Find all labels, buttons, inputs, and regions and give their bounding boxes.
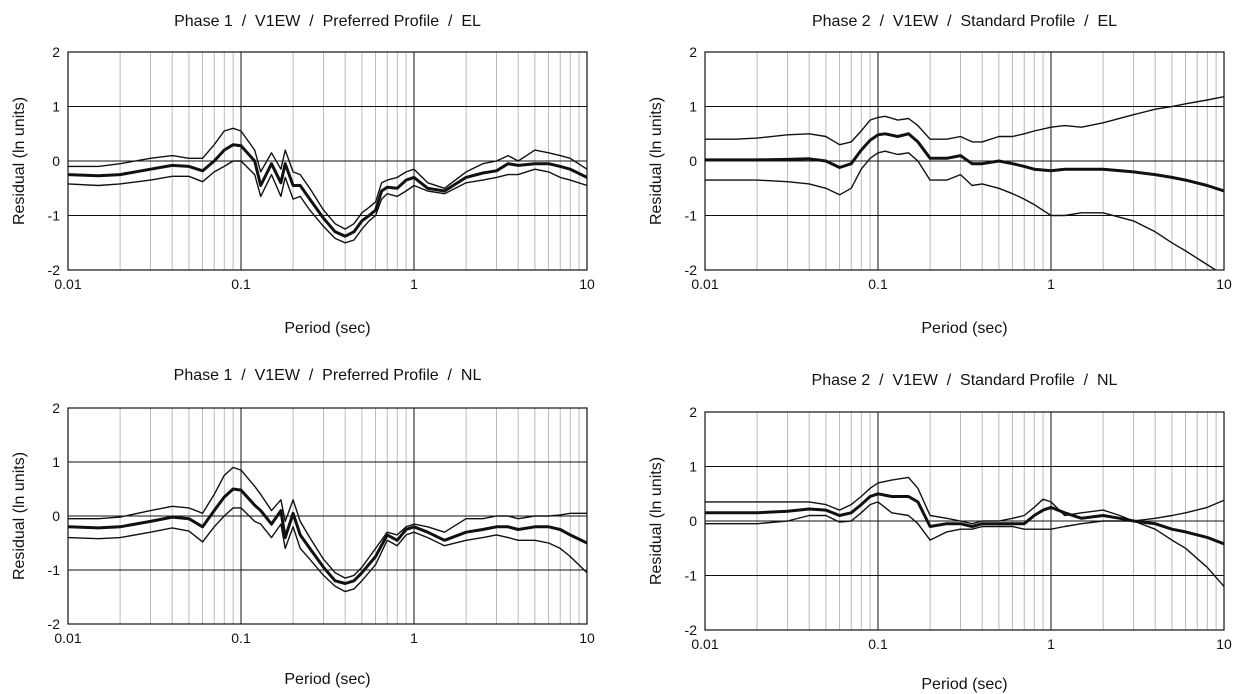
x-axis-label: Period (sec) [284,320,370,337]
y-tick-label: -2 [48,616,61,632]
y-tick-label: -2 [685,262,698,278]
x-tick-label: 1 [410,276,418,292]
x-tick-label: 0.01 [54,630,81,646]
y-tick-label: 0 [52,508,60,524]
x-axis-label: Period (sec) [921,676,1007,693]
chart-panel-3: -2 -1 0 1 2 0.01 0.1 1 10 Phase 1 / V1EW / Prefer… [11,367,595,688]
y-axis-label: Residual (ln units) [11,452,28,580]
grid [68,52,587,270]
y-axis-label: Residual (ln units) [11,97,28,225]
chart-panel-1: -2 -1 0 1 2 0.01 0.1 1 10 Phase 1 / V1EW / Prefer… [11,13,595,337]
y-tick-label: -1 [685,568,698,584]
y-tick-label: 1 [52,454,60,470]
x-tick-label: 0.1 [868,276,888,292]
x-tick-label: 10 [1216,636,1232,652]
x-axis-label: Period (sec) [921,320,1007,337]
x-tick-label: 1 [1047,636,1055,652]
series-line-upper [705,96,1224,146]
x-tick-label: 0.1 [868,636,888,652]
chart-panel-4: -2 -1 0 1 2 0.01 0.1 1 10 Phase 2 / V1EW / Standa… [648,372,1232,693]
series-line-mean [68,143,587,238]
chart-panel-2: -2 -1 0 1 2 0.01 0.1 1 10 Phase 2 / V1EW / Standa… [648,13,1232,337]
y-tick-label: 1 [689,459,697,475]
series-line-mean [705,492,1224,546]
series-line-mean [705,132,1224,193]
y-tick-label: -2 [48,262,61,278]
x-tick-label: 10 [579,630,595,646]
x-tick-label: 0.1 [231,276,251,292]
series-line-lower [68,160,587,244]
x-tick-label: 10 [1216,276,1232,292]
grid [705,52,1224,270]
series-line-mean [68,487,587,585]
series-line-upper [68,127,587,230]
chart-title: Phase 2 / V1EW / Standard Profile / NL [812,372,1118,389]
series-line-upper [68,466,587,579]
y-tick-label: -2 [685,622,698,638]
x-tick-label: 0.01 [54,276,81,292]
series-line-lower [705,150,1217,270]
y-tick-label: 1 [52,99,60,115]
plot-frame [704,411,1225,631]
x-tick-label: 10 [579,276,595,292]
x-tick-label: 1 [1047,276,1055,292]
y-tick-label: 2 [689,44,697,60]
plot-frame [67,51,588,271]
y-axis-label: Residual (ln units) [648,457,665,585]
y-tick-label: -1 [48,562,61,578]
x-axis-label: Period (sec) [284,671,370,688]
series-line-upper [705,476,1224,525]
grid [68,408,587,624]
y-tick-label: 2 [52,44,60,60]
y-tick-label: -1 [48,208,61,224]
y-tick-label: 0 [689,513,697,529]
y-tick-label: 0 [689,153,697,169]
y-axis-label: Residual (ln units) [648,97,665,225]
chart-title: Phase 1 / V1EW / Preferred Profile / NL [174,367,482,384]
chart-title: Phase 2 / V1EW / Standard Profile / EL [812,13,1117,30]
plot-frame [67,407,588,625]
series-line-lower [68,507,587,593]
x-tick-label: 1 [410,630,418,646]
x-tick-label: 0.01 [691,636,718,652]
y-tick-label: 0 [52,153,60,169]
x-tick-label: 0.1 [231,630,251,646]
y-tick-label: 1 [689,99,697,115]
series-line-lower [705,501,1224,587]
y-tick-label: -1 [685,208,698,224]
y-tick-label: 2 [689,404,697,420]
chart-title: Phase 1 / V1EW / Preferred Profile / EL [174,13,481,30]
x-tick-label: 0.01 [691,276,718,292]
y-tick-label: 2 [52,400,60,416]
